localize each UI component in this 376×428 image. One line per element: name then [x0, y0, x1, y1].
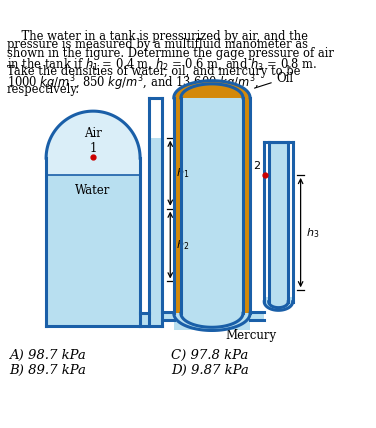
Text: shown in the figure. Determine the gage pressure of air: shown in the figure. Determine the gage … — [7, 47, 334, 60]
Text: D) 9.87 kPa: D) 9.87 kPa — [171, 363, 249, 377]
Bar — [174, 309, 250, 330]
Bar — [151, 138, 161, 281]
Bar — [250, 312, 264, 321]
Bar — [181, 287, 243, 313]
Text: $h_2$: $h_2$ — [176, 238, 189, 252]
Text: Take the densities of water, oil, and mercury to be: Take the densities of water, oil, and me… — [7, 65, 300, 78]
Bar — [47, 158, 139, 175]
Polygon shape — [174, 80, 250, 98]
Polygon shape — [46, 111, 140, 158]
Text: pressure is measured by a multifluid manometer as: pressure is measured by a multifluid man… — [7, 39, 308, 51]
Text: Mercury: Mercury — [225, 329, 276, 342]
Text: $h_1$: $h_1$ — [176, 166, 189, 180]
Bar — [181, 98, 243, 313]
Bar — [151, 279, 161, 326]
Text: Air: Air — [84, 127, 102, 140]
Bar — [161, 312, 175, 321]
Bar — [270, 142, 287, 302]
Text: Oil: Oil — [255, 72, 294, 88]
Polygon shape — [264, 302, 293, 310]
Bar — [175, 98, 181, 313]
Text: $h_3$: $h_3$ — [306, 226, 319, 240]
Text: The water in a tank is pressurized by air, and the: The water in a tank is pressurized by ai… — [7, 30, 308, 42]
Text: Water: Water — [76, 184, 111, 197]
Bar — [47, 175, 139, 325]
Bar — [243, 98, 249, 313]
Text: C) 97.8 kPa: C) 97.8 kPa — [171, 348, 249, 362]
Text: 1000 $kg/m^3$, 850 $kg/m^3$, and 13,600 $kg/m^3$,: 1000 $kg/m^3$, 850 $kg/m^3$, and 13,600 … — [7, 74, 259, 93]
Text: 1: 1 — [89, 142, 97, 155]
Bar — [140, 313, 149, 326]
Text: B) 89.7 kPa: B) 89.7 kPa — [9, 363, 86, 377]
Text: in the tank if $h_1$ = 0.4 m, $h_2$ = 0.6 m, and $h_3$ = 0.8 m.: in the tank if $h_1$ = 0.4 m, $h_2$ = 0.… — [7, 56, 317, 71]
Text: 2: 2 — [253, 161, 261, 172]
Text: A) 98.7 kPa: A) 98.7 kPa — [9, 348, 86, 362]
Polygon shape — [174, 313, 250, 330]
Text: respectively.: respectively. — [7, 83, 80, 96]
Bar — [265, 297, 292, 306]
